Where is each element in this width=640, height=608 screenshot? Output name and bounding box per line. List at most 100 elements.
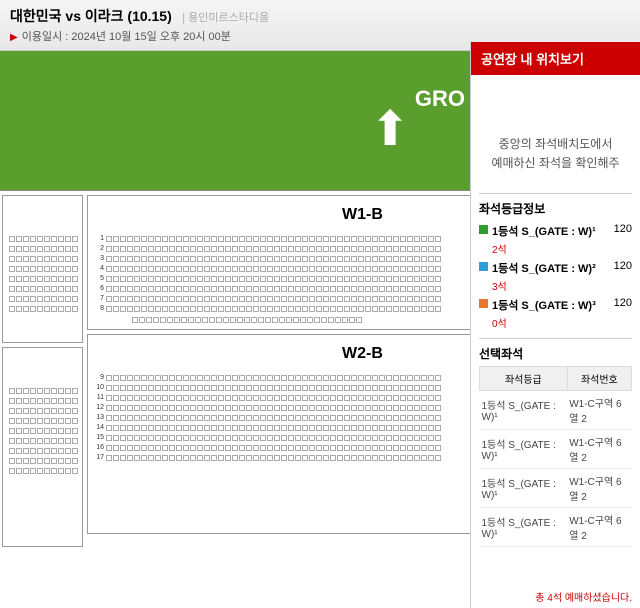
seat[interactable] bbox=[239, 385, 245, 391]
seat[interactable] bbox=[37, 266, 43, 272]
seat[interactable] bbox=[393, 385, 399, 391]
seat[interactable] bbox=[358, 395, 364, 401]
seat[interactable] bbox=[288, 296, 294, 302]
seat[interactable] bbox=[211, 455, 217, 461]
seat[interactable] bbox=[323, 435, 329, 441]
seat[interactable] bbox=[197, 385, 203, 391]
seat[interactable] bbox=[274, 435, 280, 441]
seat[interactable] bbox=[218, 236, 224, 242]
seat[interactable] bbox=[260, 276, 266, 282]
seat[interactable] bbox=[148, 395, 154, 401]
seat[interactable] bbox=[197, 445, 203, 451]
seat[interactable] bbox=[274, 256, 280, 262]
seat[interactable] bbox=[113, 306, 119, 312]
seat[interactable] bbox=[351, 445, 357, 451]
seat[interactable] bbox=[30, 256, 36, 262]
seat[interactable] bbox=[218, 306, 224, 312]
seat[interactable] bbox=[337, 236, 343, 242]
seat[interactable] bbox=[253, 415, 259, 421]
seat[interactable] bbox=[358, 385, 364, 391]
seat[interactable] bbox=[372, 266, 378, 272]
seat[interactable] bbox=[37, 276, 43, 282]
seat[interactable] bbox=[414, 296, 420, 302]
seat[interactable] bbox=[225, 286, 231, 292]
seat[interactable] bbox=[120, 236, 126, 242]
seat[interactable] bbox=[58, 236, 64, 242]
seat[interactable] bbox=[246, 455, 252, 461]
seat[interactable] bbox=[9, 256, 15, 262]
seat[interactable] bbox=[421, 266, 427, 272]
seat[interactable] bbox=[44, 448, 50, 454]
seat[interactable] bbox=[239, 306, 245, 312]
seat[interactable] bbox=[379, 395, 385, 401]
seat[interactable] bbox=[309, 276, 315, 282]
seat[interactable] bbox=[386, 286, 392, 292]
seat[interactable] bbox=[44, 246, 50, 252]
seat[interactable] bbox=[267, 445, 273, 451]
seat[interactable] bbox=[127, 236, 133, 242]
seat[interactable] bbox=[295, 455, 301, 461]
seat[interactable] bbox=[309, 375, 315, 381]
seat[interactable] bbox=[155, 455, 161, 461]
seat[interactable] bbox=[400, 435, 406, 441]
seat[interactable] bbox=[148, 425, 154, 431]
seat[interactable] bbox=[211, 266, 217, 272]
seat[interactable] bbox=[274, 405, 280, 411]
seat[interactable] bbox=[134, 435, 140, 441]
seat[interactable] bbox=[309, 286, 315, 292]
seat[interactable] bbox=[230, 317, 236, 323]
seat[interactable] bbox=[211, 276, 217, 282]
seat[interactable] bbox=[246, 395, 252, 401]
seat[interactable] bbox=[127, 375, 133, 381]
seat[interactable] bbox=[239, 455, 245, 461]
seat[interactable] bbox=[302, 296, 308, 302]
seat[interactable] bbox=[260, 435, 266, 441]
seat[interactable] bbox=[225, 415, 231, 421]
seat[interactable] bbox=[225, 405, 231, 411]
seat[interactable] bbox=[113, 266, 119, 272]
seat[interactable] bbox=[407, 375, 413, 381]
seat[interactable] bbox=[309, 236, 315, 242]
seat[interactable] bbox=[58, 438, 64, 444]
seat[interactable] bbox=[267, 286, 273, 292]
seat[interactable] bbox=[37, 388, 43, 394]
seat[interactable] bbox=[351, 266, 357, 272]
seat[interactable] bbox=[134, 455, 140, 461]
seat[interactable] bbox=[251, 317, 257, 323]
seat[interactable] bbox=[211, 256, 217, 262]
seat[interactable] bbox=[274, 276, 280, 282]
seat[interactable] bbox=[421, 375, 427, 381]
seat[interactable] bbox=[358, 425, 364, 431]
seat[interactable] bbox=[260, 385, 266, 391]
seat[interactable] bbox=[288, 405, 294, 411]
seat[interactable] bbox=[379, 445, 385, 451]
seat[interactable] bbox=[428, 455, 434, 461]
seat[interactable] bbox=[113, 276, 119, 282]
seat[interactable] bbox=[120, 256, 126, 262]
seat[interactable] bbox=[72, 286, 78, 292]
seat[interactable] bbox=[330, 455, 336, 461]
seat[interactable] bbox=[260, 286, 266, 292]
seat[interactable] bbox=[37, 438, 43, 444]
seat[interactable] bbox=[44, 236, 50, 242]
seat[interactable] bbox=[323, 385, 329, 391]
seat[interactable] bbox=[267, 276, 273, 282]
seat[interactable] bbox=[428, 276, 434, 282]
seat[interactable] bbox=[288, 385, 294, 391]
seat[interactable] bbox=[72, 448, 78, 454]
seat[interactable] bbox=[323, 286, 329, 292]
seat[interactable] bbox=[148, 435, 154, 441]
seat[interactable] bbox=[169, 425, 175, 431]
seat[interactable] bbox=[274, 306, 280, 312]
seat[interactable] bbox=[113, 415, 119, 421]
seat[interactable] bbox=[197, 246, 203, 252]
seat[interactable] bbox=[239, 375, 245, 381]
seat[interactable] bbox=[218, 455, 224, 461]
seat[interactable] bbox=[337, 246, 343, 252]
seat[interactable] bbox=[134, 276, 140, 282]
seat[interactable] bbox=[309, 385, 315, 391]
seat[interactable] bbox=[148, 266, 154, 272]
seat[interactable] bbox=[204, 266, 210, 272]
seat[interactable] bbox=[65, 306, 71, 312]
seat[interactable] bbox=[23, 276, 29, 282]
